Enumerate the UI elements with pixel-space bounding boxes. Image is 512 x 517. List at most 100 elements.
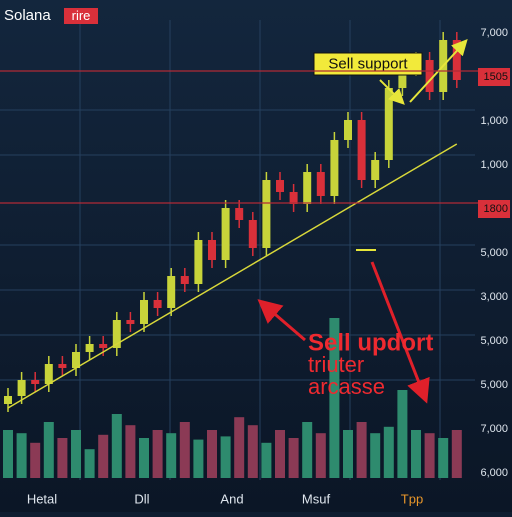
volume-bar — [84, 449, 95, 478]
volume-bar — [451, 430, 462, 478]
trend-line — [7, 143, 458, 409]
volume-bar — [424, 433, 435, 478]
candle-body — [140, 300, 148, 324]
callout-box — [313, 52, 423, 76]
annotation: arcasse — [308, 374, 385, 399]
volume-bar — [356, 422, 367, 478]
candle-body — [303, 172, 312, 204]
volume-bar — [247, 425, 258, 478]
candle-body — [235, 208, 244, 220]
volume-bar — [343, 430, 353, 478]
x-label: Dll — [134, 491, 149, 506]
candle-body — [276, 180, 284, 192]
label-box — [478, 200, 510, 218]
volume-bar — [125, 425, 136, 478]
volume-bar — [302, 422, 313, 478]
candle-body — [425, 60, 434, 92]
volume-bar — [397, 390, 408, 478]
candle-body — [344, 120, 352, 140]
candle-body — [452, 40, 461, 80]
candle-body — [153, 300, 162, 308]
volume-bar — [207, 430, 217, 478]
y-label: 6,000 — [480, 467, 508, 479]
volume-bar — [275, 430, 285, 478]
candle-body — [330, 140, 339, 196]
arrow — [379, 79, 405, 105]
volume-bar — [261, 442, 272, 478]
volume-bar — [329, 318, 340, 478]
volume-bar — [43, 422, 54, 478]
grid — [0, 20, 475, 480]
y-label: 3,000 — [480, 291, 508, 303]
volume-bar — [57, 438, 68, 478]
y-label: 1800 — [484, 203, 508, 215]
x-label: Msuf — [302, 491, 331, 506]
volume-bar — [411, 430, 421, 478]
volume-bar — [383, 426, 394, 478]
volume-bar — [220, 436, 231, 478]
y-label: 7,000 — [480, 27, 508, 39]
volume-bar — [315, 433, 326, 478]
title-badge-box — [64, 8, 98, 24]
candle-body — [221, 208, 230, 260]
candle-body — [316, 172, 325, 196]
candle-body — [31, 380, 40, 384]
annotation: Sell updort — [308, 329, 433, 356]
candles — [4, 32, 461, 412]
candle-body — [180, 276, 189, 284]
candle-body — [112, 320, 121, 348]
arrow — [257, 299, 306, 342]
volume-bar — [111, 414, 122, 478]
candle-body — [72, 352, 80, 368]
volume-bar — [166, 433, 177, 478]
candle-body — [194, 240, 203, 284]
annotation: triuter — [308, 352, 364, 377]
candle-body — [44, 364, 53, 384]
candle-body — [262, 180, 271, 248]
volume-bar — [71, 430, 81, 478]
volume — [3, 318, 462, 478]
candle-body — [126, 320, 135, 324]
volume-bar — [139, 438, 149, 478]
candle-body — [357, 120, 366, 180]
candle-body — [4, 396, 12, 404]
candle-body — [289, 192, 298, 204]
candle-body — [167, 276, 176, 308]
candle-body — [398, 68, 407, 88]
y-label: 7,000 — [480, 423, 508, 435]
volume-bar — [193, 439, 204, 478]
candle-body — [99, 344, 108, 348]
y-label: 1,000 — [480, 159, 508, 171]
x-labels: Hetal Dll And Msuf Tpp — [27, 491, 423, 506]
y-label: 5,000 — [480, 335, 508, 347]
arrow — [370, 261, 430, 404]
y-label: 1505 — [484, 71, 508, 83]
volume-bar — [152, 430, 163, 478]
candle-body — [371, 160, 380, 180]
y-label: 5,000 — [480, 247, 508, 259]
label-box — [478, 68, 510, 86]
volume-bar — [288, 438, 299, 478]
volume-bar — [370, 433, 381, 478]
y-label: 5,000 — [480, 379, 508, 391]
x-label: Tpp — [401, 491, 423, 506]
volume-bar — [234, 417, 245, 478]
candle-body — [85, 344, 94, 352]
volume-bar — [3, 430, 13, 478]
volume-bar — [98, 434, 109, 478]
candle-body — [248, 220, 257, 248]
candle-body — [58, 364, 67, 368]
candle-body — [208, 240, 216, 260]
candle-body — [17, 380, 26, 396]
candle-body — [384, 88, 393, 160]
x-label: And — [220, 491, 243, 506]
volume-bar — [30, 442, 41, 478]
callout: Sell support — [328, 55, 408, 72]
arrow — [409, 39, 468, 103]
y-label: 1,000 — [480, 115, 508, 127]
volume-bar — [179, 422, 190, 478]
volume-bar — [16, 433, 27, 478]
title: Solana — [4, 7, 51, 24]
volume-bar — [438, 438, 449, 478]
